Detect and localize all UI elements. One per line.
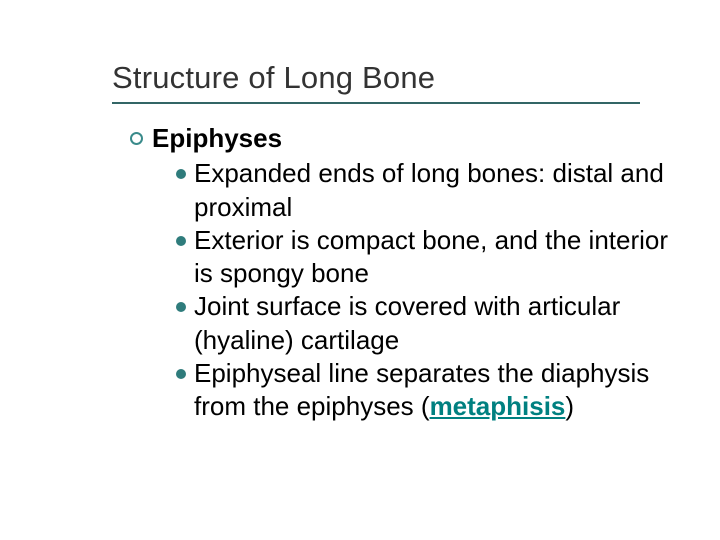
list-item: Expanded ends of long bones: distal and … [176, 157, 680, 224]
ring-bullet-icon [130, 132, 143, 145]
list-item: Epiphyses [130, 122, 680, 155]
list-item: Epiphyseal line separates the diaphysis … [176, 357, 680, 424]
sublist: Expanded ends of long bones: distal and … [176, 157, 680, 423]
disc-bullet-icon [176, 369, 186, 379]
title-underline [112, 102, 640, 104]
text-pre: Epiphyseal line separates the diaphysis … [194, 358, 649, 421]
list-item: Joint surface is covered with articular … [176, 290, 680, 357]
text-post: ) [565, 391, 574, 421]
subitem-text: Exterior is compact bone, and the interi… [194, 224, 680, 291]
highlight-term: metaphisis [430, 391, 566, 421]
subitem-text: Epiphyseal line separates the diaphysis … [194, 357, 680, 424]
content-area: Epiphyses Expanded ends of long bones: d… [130, 122, 680, 423]
epiphyses-label: Epiphyses [152, 122, 282, 155]
subitem-text: Joint surface is covered with articular … [194, 290, 680, 357]
disc-bullet-icon [176, 302, 186, 312]
title-block: Structure of Long Bone [112, 60, 720, 104]
disc-bullet-icon [176, 169, 186, 179]
slide-title: Structure of Long Bone [112, 60, 720, 96]
subitem-text: Expanded ends of long bones: distal and … [194, 157, 680, 224]
disc-bullet-icon [176, 236, 186, 246]
list-item: Exterior is compact bone, and the interi… [176, 224, 680, 291]
